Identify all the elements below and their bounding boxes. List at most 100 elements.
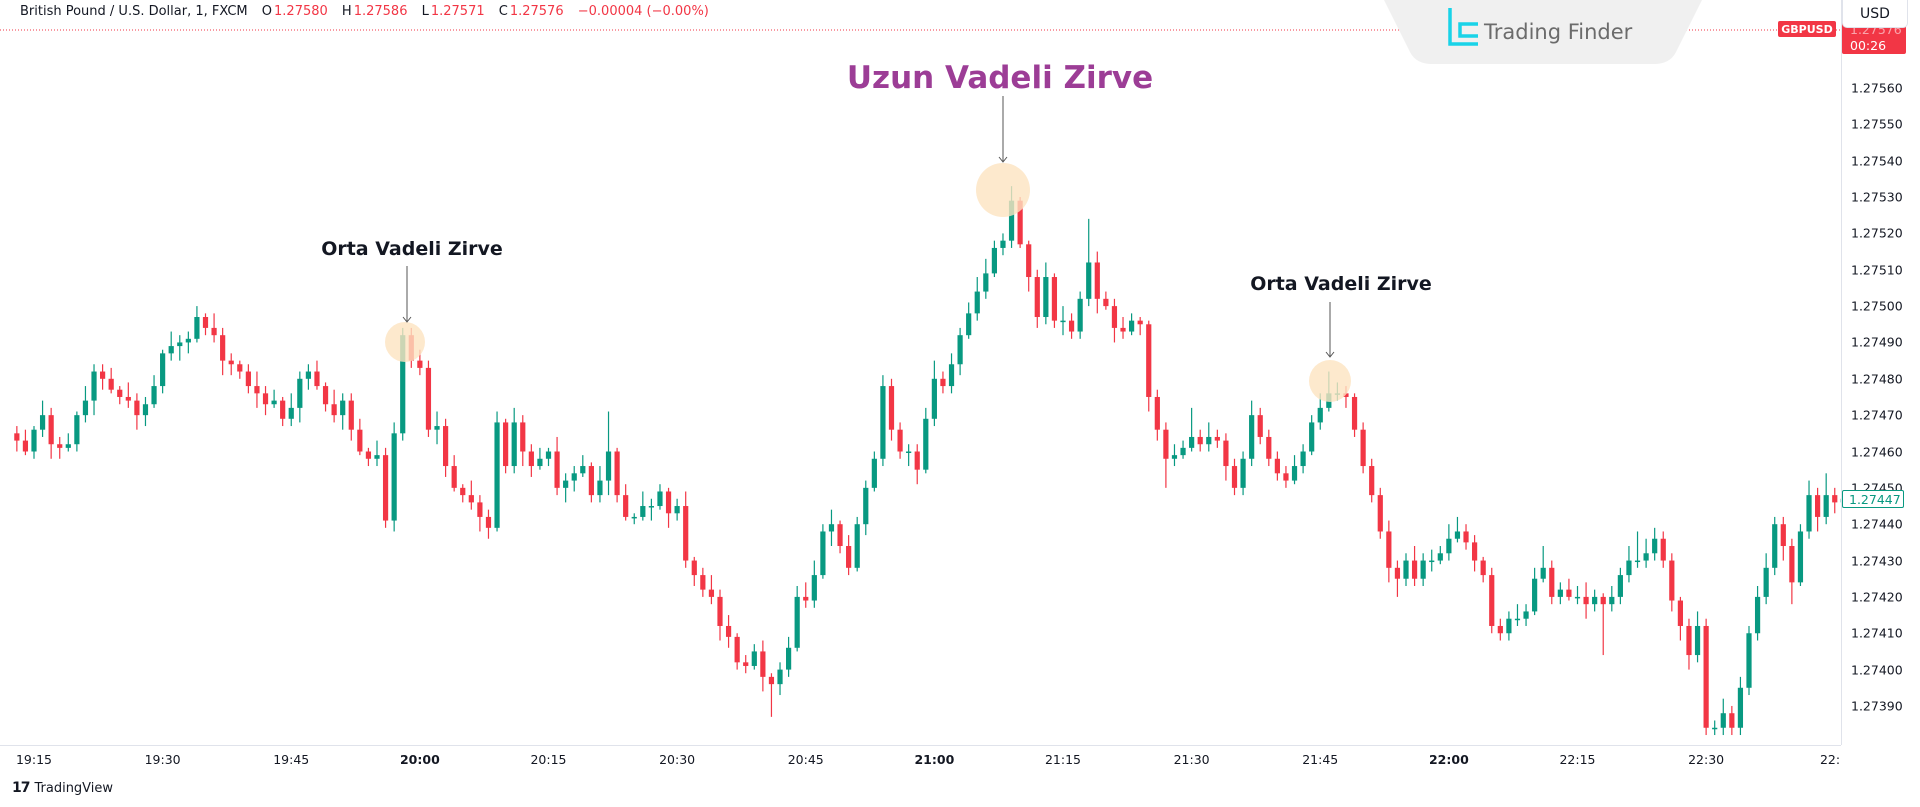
candle — [1351, 393, 1358, 437]
price-tick-label: 1.27480 — [1851, 371, 1903, 387]
candle — [1823, 473, 1829, 525]
time-tick-label: 22:15 — [1559, 752, 1596, 767]
candle — [1146, 320, 1152, 412]
candle-body — [1815, 495, 1821, 517]
candle — [91, 364, 97, 416]
candle — [1266, 429, 1272, 467]
close-value: 1.27576 — [509, 4, 564, 19]
candle-body — [1429, 560, 1435, 563]
candle-body — [1737, 687, 1744, 728]
candle — [1703, 618, 1709, 736]
candle — [914, 444, 920, 485]
candle-body — [1626, 560, 1632, 576]
candle-body — [254, 386, 260, 394]
candle-body — [82, 400, 89, 416]
candle-body — [1111, 306, 1118, 328]
candle-body — [1309, 422, 1315, 452]
candle-body — [863, 487, 869, 525]
candle — [820, 524, 826, 579]
candle — [1754, 585, 1761, 641]
time-tick-label: 19:15 — [15, 752, 53, 767]
candle — [1737, 676, 1744, 736]
price-axis[interactable] — [1841, 0, 1920, 745]
candle-body — [202, 317, 209, 328]
candle — [1403, 553, 1409, 586]
candle — [1120, 317, 1126, 339]
candle — [134, 393, 140, 430]
candle-body — [871, 458, 877, 488]
candle-body — [331, 404, 337, 416]
time-axis[interactable]: 19:15 19:30 19:45 20:00 20:15 20:30 20:45 21:00… — [0, 745, 1841, 768]
candle-body — [1008, 200, 1015, 241]
tradingview-footer[interactable]: 17 TradingView — [12, 780, 113, 796]
candle — [743, 655, 749, 674]
candle-body — [1454, 531, 1461, 539]
candle — [1626, 546, 1632, 583]
symbol-tag: GBPUSD — [1778, 21, 1836, 37]
high-label: H — [341, 4, 352, 19]
candle-body — [1832, 495, 1838, 503]
candle-body — [365, 451, 372, 459]
symbol-title[interactable]: British Pound / U.S. Dollar, 1, FXCM — [20, 4, 248, 19]
candle-body — [717, 596, 723, 626]
candle — [1026, 240, 1032, 292]
arrows-layer — [402, 96, 1335, 358]
candle — [760, 640, 766, 692]
candle — [1592, 589, 1598, 612]
candle-body — [503, 422, 509, 467]
candle-body — [1377, 495, 1383, 532]
price-tick-label: 1.27440 — [1851, 516, 1903, 532]
candle-body — [948, 364, 955, 387]
candle-body — [1154, 396, 1160, 430]
candle — [254, 371, 260, 408]
candle-body — [1754, 596, 1761, 634]
candle — [1780, 516, 1786, 561]
candle-body — [288, 407, 294, 419]
candle-body — [537, 458, 543, 467]
candle-body — [194, 317, 200, 339]
candle-body — [460, 487, 466, 496]
candle — [1557, 582, 1563, 605]
candle — [74, 411, 80, 452]
candle — [1806, 480, 1812, 539]
candle-body — [777, 669, 783, 685]
candle — [237, 360, 243, 379]
candle-body — [1257, 415, 1263, 437]
candle-body — [1780, 524, 1786, 547]
candle — [1394, 560, 1401, 597]
candle — [1094, 251, 1100, 314]
candle-body — [1068, 320, 1075, 332]
candle-body — [1609, 596, 1615, 605]
candle — [966, 302, 972, 339]
candle — [837, 520, 843, 554]
candle — [1291, 455, 1298, 485]
candle — [923, 407, 929, 474]
candle — [1729, 705, 1735, 736]
candle-body — [1094, 262, 1100, 299]
mid-term-peak-left-label: Orta Vadeli Zirve — [321, 238, 503, 260]
candle — [948, 353, 955, 394]
candle-body — [528, 451, 534, 467]
candle — [177, 335, 183, 361]
candle-body — [48, 415, 54, 445]
candle-body — [734, 636, 740, 663]
candle — [674, 498, 680, 521]
candle-body — [545, 451, 552, 459]
currency-button[interactable]: USD — [1842, 0, 1908, 28]
candle — [1815, 487, 1821, 532]
candlestick-chart[interactable] — [0, 0, 1841, 745]
candle-body — [1394, 567, 1401, 579]
candle-body — [1574, 596, 1581, 599]
time-tick-label: 22:30 — [1688, 752, 1725, 767]
candle — [477, 495, 483, 532]
candle — [871, 451, 877, 492]
price-tick-label: 1.27400 — [1851, 662, 1903, 678]
mid-term-peak-right-highlight — [1309, 360, 1351, 402]
candle — [314, 360, 320, 390]
long-term-peak-label: Uzun Vadeli Zirve — [846, 60, 1154, 96]
time-tick-label: 22: — [1819, 752, 1841, 767]
candle — [1103, 291, 1109, 310]
candle-body — [1617, 575, 1623, 597]
candle-body — [1274, 458, 1280, 474]
candle-body — [1180, 447, 1186, 456]
